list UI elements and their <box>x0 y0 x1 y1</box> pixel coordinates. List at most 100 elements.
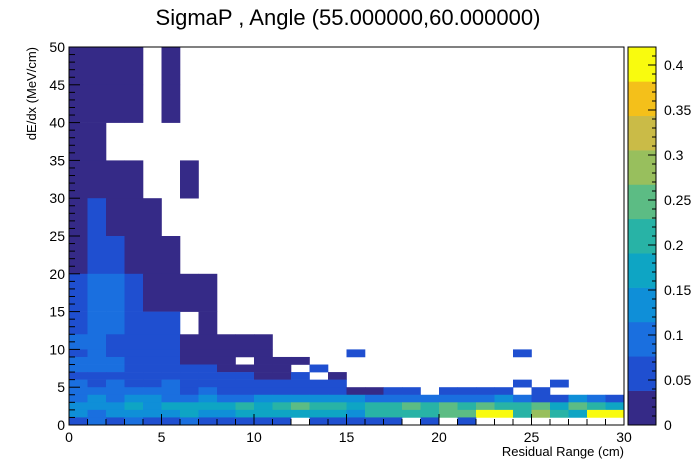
heatmap-cell <box>87 47 107 86</box>
heatmap-cell <box>291 387 310 396</box>
heatmap-cell <box>180 334 199 350</box>
heatmap-cell <box>217 356 236 365</box>
y-tick-label: 5 <box>57 379 65 395</box>
heatmap-cell <box>124 236 144 275</box>
heatmap-cell <box>494 409 514 418</box>
heatmap-cell <box>143 273 162 312</box>
heatmap-cell <box>235 349 255 358</box>
heatmap-cell <box>494 402 514 411</box>
color-scale-band <box>628 321 656 357</box>
y-tick-label: 10 <box>49 341 65 357</box>
heatmap-cell <box>87 379 107 388</box>
heatmap-cell <box>69 356 88 365</box>
heatmap-cell <box>198 311 218 335</box>
heatmap-cell <box>605 402 625 411</box>
heatmap-cell <box>87 394 107 403</box>
heatmap-cell <box>87 311 107 335</box>
heatmap-cell <box>124 356 144 365</box>
heatmap-cell <box>87 122 107 161</box>
y-tick-label: 30 <box>49 190 65 206</box>
heatmap-cell <box>494 394 514 403</box>
color-scale-band <box>628 287 656 323</box>
heatmap-cell <box>309 379 329 388</box>
heatmap-cell <box>69 273 88 312</box>
heatmap-cell <box>161 364 181 373</box>
heatmap-cell <box>568 402 588 411</box>
heatmap-cell <box>272 417 292 426</box>
x-tick-label: 30 <box>616 429 632 445</box>
y-tick-label: 0 <box>57 417 65 433</box>
heatmap-cell <box>87 402 107 411</box>
heatmap-cell <box>457 417 477 426</box>
heatmap-cell <box>106 236 125 275</box>
heatmap-cell <box>69 198 88 237</box>
y-tick-label: 20 <box>49 266 65 282</box>
heatmap-cell <box>328 394 347 403</box>
heatmap-cell <box>383 417 403 426</box>
heatmap-cell <box>383 387 403 396</box>
color-scale-band <box>628 47 656 82</box>
heatmap-cell <box>143 198 162 237</box>
heatmap-cell <box>161 349 181 358</box>
x-tick-label: 20 <box>431 429 447 445</box>
heatmap-cell <box>106 160 125 199</box>
heatmap-cell <box>235 364 255 373</box>
heatmap-cell <box>217 417 236 426</box>
heatmap-cell <box>87 409 107 418</box>
heatmap-cell <box>69 47 88 86</box>
heatmap-cell <box>365 417 384 426</box>
heatmap-cell <box>513 394 532 403</box>
heatmap-cell <box>87 84 107 123</box>
heatmap-cell <box>217 364 236 373</box>
heatmap-cell <box>143 356 162 365</box>
color-scale-bar <box>627 46 657 426</box>
heatmap-cell <box>87 236 107 275</box>
heatmap-cell <box>513 402 532 411</box>
heatmap-cell <box>87 364 107 373</box>
heatmap-cell <box>69 364 88 373</box>
heatmap-cell <box>346 409 366 418</box>
heatmap-cell <box>235 409 255 418</box>
heatmap-cell <box>106 349 125 358</box>
heatmap-cell <box>550 402 569 411</box>
x-tick-label: 25 <box>524 429 540 445</box>
heatmap-cell <box>106 84 125 123</box>
heatmap-cell <box>254 409 273 418</box>
heatmap-cell <box>180 364 199 373</box>
color-scale-band <box>628 81 656 117</box>
heatmap-cell <box>291 402 310 411</box>
heatmap-cell <box>513 349 532 358</box>
heatmap-cell <box>124 311 144 335</box>
heatmap-cell <box>143 402 162 411</box>
heatmap-cell <box>550 409 569 418</box>
heatmap-cell <box>439 387 458 396</box>
heatmap-cell <box>217 372 236 380</box>
heatmap-cell <box>180 409 199 418</box>
heatmap-cell <box>513 409 532 418</box>
heatmap-cell <box>254 372 273 380</box>
z-tick-label: 0.2 <box>664 237 684 253</box>
heatmap-cell <box>161 47 181 86</box>
heatmap-cell <box>328 372 347 380</box>
heatmap-cell <box>328 409 347 418</box>
heatmap-cell <box>124 349 144 358</box>
heatmap-cell <box>69 122 88 161</box>
heatmap-cell <box>291 356 310 365</box>
heatmap-cell <box>217 334 236 350</box>
z-tick-label: 0.1 <box>664 327 684 343</box>
heatmap-cell <box>124 394 144 403</box>
heatmap-cell <box>198 364 218 373</box>
heatmap-cell <box>254 334 273 350</box>
heatmap-cell <box>420 394 440 403</box>
heatmap-cell <box>235 402 255 411</box>
heatmap-cell <box>87 372 107 380</box>
heatmap-cell <box>550 379 569 388</box>
heatmap-cell <box>420 409 440 418</box>
heatmap-cell <box>568 394 588 403</box>
heatmap-cell <box>87 198 107 237</box>
heatmap-cell <box>291 394 310 403</box>
color-scale-band <box>628 356 656 391</box>
heatmap-cell <box>161 387 181 396</box>
z-tick-label: 0.4 <box>664 57 684 73</box>
